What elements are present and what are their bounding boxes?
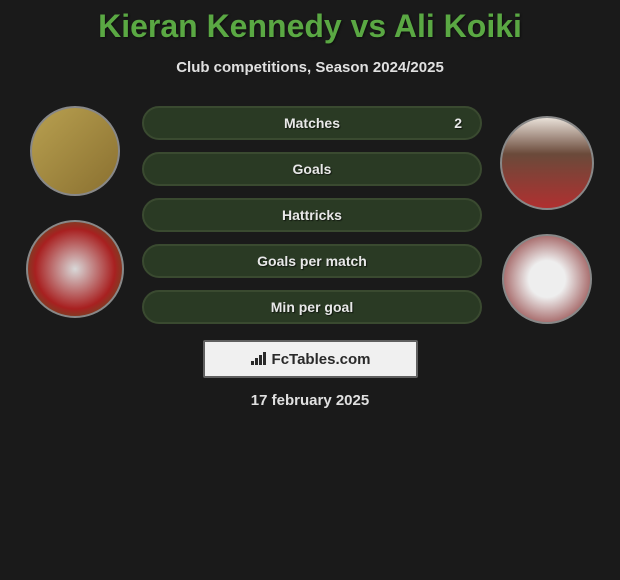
- stat-row-min-per-goal: Min per goal: [142, 290, 482, 324]
- stat-row-goals-per-match: Goals per match: [142, 244, 482, 278]
- player2-avatar: [500, 116, 594, 210]
- stat-label: Goals: [293, 161, 332, 177]
- stat-label: Goals per match: [257, 253, 367, 269]
- brand-text: FcTables.com: [272, 351, 371, 368]
- right-column: [500, 100, 594, 324]
- stat-row-hattricks: Hattricks: [142, 198, 482, 232]
- stat-row-matches: Matches 2: [142, 106, 482, 140]
- player1-club-badge: [26, 220, 124, 318]
- main-row: Matches 2 Goals Hattricks Goals per matc…: [0, 100, 620, 324]
- date-text: 17 february 2025: [0, 392, 620, 409]
- stat-value: 2: [454, 115, 462, 131]
- stat-row-goals: Goals: [142, 152, 482, 186]
- page-title: Kieran Kennedy vs Ali Koiki: [0, 8, 620, 45]
- stats-column: Matches 2 Goals Hattricks Goals per matc…: [142, 106, 482, 324]
- comparison-card: Kieran Kennedy vs Ali Koiki Club competi…: [0, 0, 620, 409]
- stat-label: Matches: [284, 115, 340, 131]
- player2-club-badge: [502, 234, 592, 324]
- chart-bars-icon: [250, 352, 268, 366]
- stat-label: Hattricks: [282, 207, 342, 223]
- subtitle: Club competitions, Season 2024/2025: [0, 59, 620, 76]
- left-column: [26, 100, 124, 318]
- stat-label: Min per goal: [271, 299, 353, 315]
- player1-avatar: [30, 106, 120, 196]
- brand-badge: FcTables.com: [203, 340, 418, 378]
